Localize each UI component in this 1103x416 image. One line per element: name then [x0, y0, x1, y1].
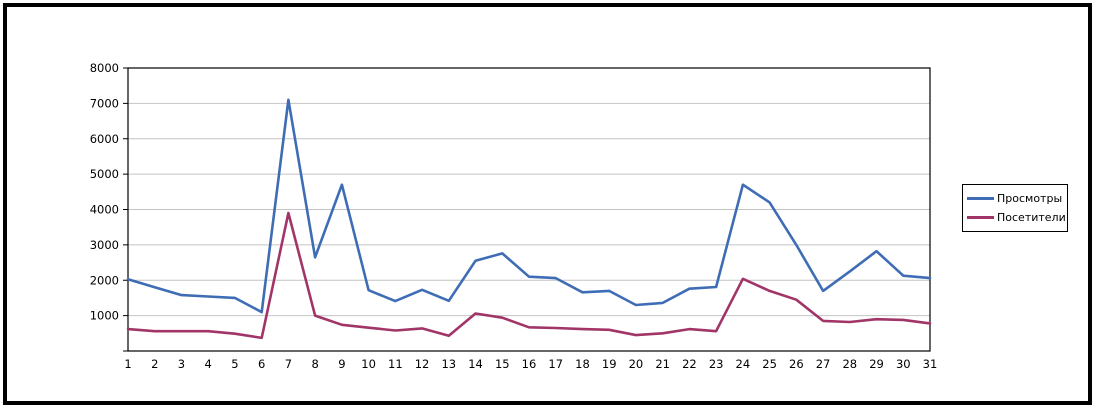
x-axis-label: 3 — [178, 357, 185, 371]
x-axis-label: 21 — [655, 357, 670, 371]
x-axis-label: 11 — [388, 357, 403, 371]
legend-item-visitors: Посетители — [967, 211, 1066, 225]
x-axis-label: 6 — [258, 357, 265, 371]
series-views-line — [126, 98, 932, 314]
x-axis-label: 26 — [789, 357, 804, 371]
x-axis-label: 28 — [842, 357, 857, 371]
x-axis-label: 4 — [205, 357, 212, 371]
x-axis-label: 10 — [361, 357, 376, 371]
x-axis-label: 15 — [495, 357, 510, 371]
y-axis-label: 2000 — [90, 273, 119, 287]
x-axis-label: 22 — [682, 357, 697, 371]
x-axis-label: 29 — [869, 357, 884, 371]
plot-border — [127, 67, 931, 352]
x-axis-label: 7 — [285, 357, 292, 371]
x-axis-label: 14 — [468, 357, 483, 371]
y-axis-label: 8000 — [90, 61, 119, 75]
x-axis-label: 1 — [124, 357, 131, 371]
visitors-line-swatch — [967, 216, 994, 220]
y-axis-label: 4000 — [90, 203, 119, 217]
x-axis-label: 27 — [816, 357, 831, 371]
y-axis-label: 7000 — [90, 96, 119, 110]
x-axis-label: 17 — [548, 357, 563, 371]
legend: Просмотры Посетители — [962, 184, 1068, 232]
series-visitors-line — [126, 211, 932, 340]
y-axis-label: 3000 — [90, 238, 119, 252]
x-axis-label: 18 — [575, 357, 590, 371]
x-axis-label: 30 — [896, 357, 911, 371]
x-axis-label: 5 — [231, 357, 238, 371]
legend-item-views: Просмотры — [967, 192, 1063, 205]
x-axis-label: 20 — [629, 357, 644, 371]
views-line-swatch — [967, 196, 994, 200]
x-axis-label: 16 — [522, 357, 537, 371]
x-axis-label: 25 — [762, 357, 777, 371]
x-axis-label: 9 — [338, 357, 345, 371]
legend-label-views: Просмотры — [997, 191, 1063, 205]
legend-label-visitors: Посетители — [997, 211, 1066, 225]
x-axis-label: 13 — [441, 357, 456, 371]
y-axis-label: 5000 — [90, 167, 119, 181]
x-axis-label: 2 — [151, 357, 158, 371]
y-axis-label: 6000 — [90, 132, 119, 146]
x-axis-label: 8 — [311, 357, 318, 371]
x-axis-label: 19 — [602, 357, 617, 371]
y-axis-label: 1000 — [90, 309, 119, 323]
chart-frame — [3, 3, 1092, 405]
x-axis-label: 23 — [709, 357, 724, 371]
x-axis-label: 31 — [923, 357, 938, 371]
x-axis-label: 24 — [736, 357, 751, 371]
x-axis-label: 12 — [415, 357, 430, 371]
